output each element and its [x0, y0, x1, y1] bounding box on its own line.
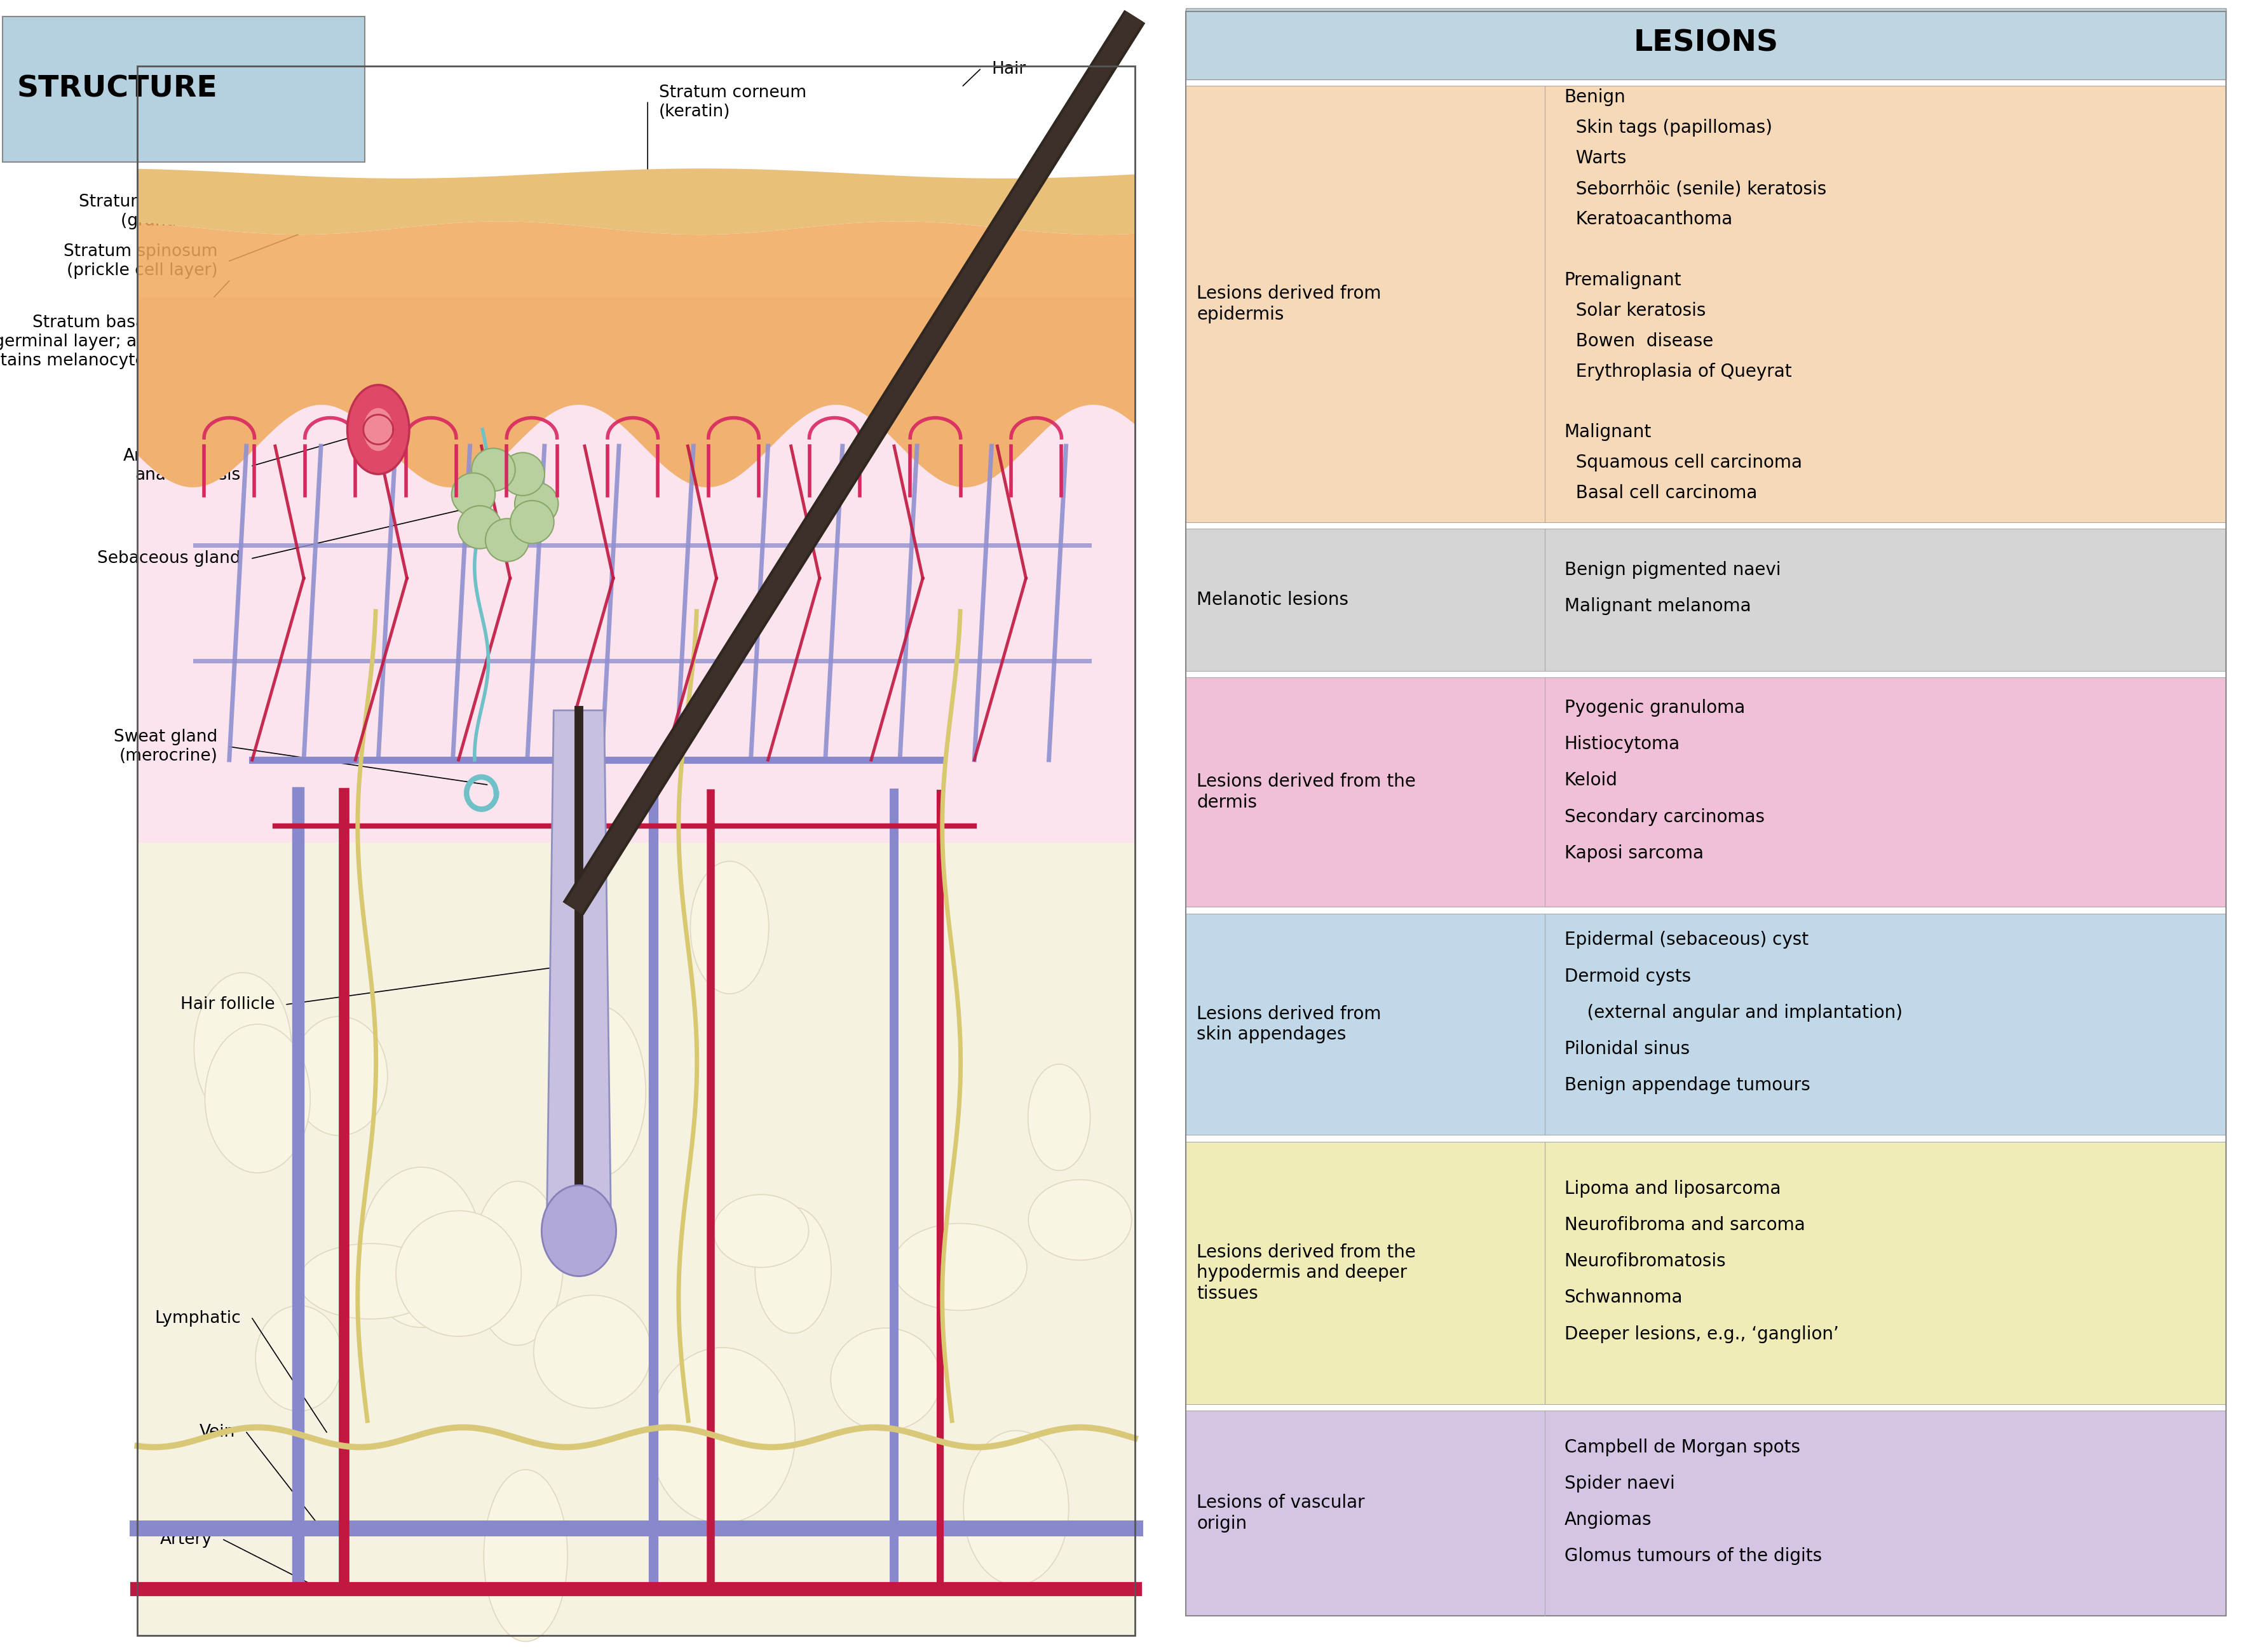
Text: Pyogenic granuloma: Pyogenic granuloma [1564, 699, 1744, 717]
Text: Stratum spinosum
(prickle cell layer): Stratum spinosum (prickle cell layer) [63, 243, 218, 279]
Text: Arteriovenous
anastomosis: Arteriovenous anastomosis [124, 448, 240, 484]
Ellipse shape [501, 453, 544, 496]
Text: Schwannoma: Schwannoma [1564, 1289, 1683, 1307]
Text: Vein: Vein [200, 1424, 236, 1441]
Ellipse shape [964, 1431, 1067, 1586]
Ellipse shape [362, 1168, 481, 1328]
Text: Erythroplasia of Queyrat: Erythroplasia of Queyrat [1564, 362, 1791, 380]
Bar [137, 66, 1135, 1635]
Text: Glomus tumours of the digits: Glomus tumours of the digits [1564, 1548, 1820, 1564]
Ellipse shape [483, 1470, 566, 1642]
FancyBboxPatch shape [1186, 86, 2225, 522]
Ellipse shape [892, 1224, 1027, 1310]
FancyBboxPatch shape [1186, 1411, 2225, 1616]
Text: Kaposi sarcoma: Kaposi sarcoma [1564, 844, 1703, 862]
Ellipse shape [515, 482, 557, 525]
Text: Malignant: Malignant [1564, 423, 1652, 441]
Text: Benign: Benign [1564, 89, 1625, 106]
Text: Angiomas: Angiomas [1564, 1512, 1652, 1528]
Text: Benign appendage tumours: Benign appendage tumours [1564, 1077, 1809, 1094]
Ellipse shape [299, 1244, 440, 1318]
Ellipse shape [649, 1348, 795, 1523]
Text: Sebaceous gland: Sebaceous gland [97, 550, 240, 567]
Text: Warts: Warts [1564, 149, 1625, 167]
Text: Epidermal (sebaceous) cyst: Epidermal (sebaceous) cyst [1564, 932, 1809, 948]
Ellipse shape [551, 1006, 645, 1178]
Text: Neurofibromatosis: Neurofibromatosis [1564, 1252, 1726, 1270]
Polygon shape [137, 297, 1135, 487]
Text: Lesions of vascular
origin: Lesions of vascular origin [1195, 1493, 1364, 1533]
Ellipse shape [472, 1181, 564, 1345]
Text: Secondary carcinomas: Secondary carcinomas [1564, 808, 1764, 826]
Ellipse shape [485, 519, 528, 562]
Text: Artery: Artery [160, 1531, 211, 1548]
Text: STRUCTURE: STRUCTURE [18, 74, 218, 104]
Text: Melanotic lesions: Melanotic lesions [1195, 591, 1348, 608]
Text: Bowen  disease: Bowen disease [1564, 332, 1712, 350]
Polygon shape [137, 169, 1135, 235]
Ellipse shape [452, 472, 494, 515]
Text: Stratum corneum
(keratin): Stratum corneum (keratin) [658, 84, 807, 121]
Ellipse shape [1029, 1180, 1130, 1260]
Circle shape [348, 385, 409, 474]
Text: Hair: Hair [991, 61, 1025, 78]
Text: Pilonidal sinus: Pilonidal sinus [1564, 1041, 1690, 1057]
Text: Lesions derived from
epidermis: Lesions derived from epidermis [1195, 284, 1382, 324]
Ellipse shape [510, 501, 553, 544]
Text: Malignant melanoma: Malignant melanoma [1564, 598, 1750, 615]
Ellipse shape [1027, 1064, 1090, 1171]
Text: Spider naevi: Spider naevi [1564, 1475, 1674, 1492]
Text: Lipoma and liposarcoma: Lipoma and liposarcoma [1564, 1180, 1780, 1198]
Text: LESIONS: LESIONS [1634, 28, 1777, 58]
Text: Solar keratosis: Solar keratosis [1564, 302, 1705, 319]
Text: Lesions derived from the
dermis: Lesions derived from the dermis [1195, 773, 1416, 811]
Ellipse shape [831, 1328, 939, 1431]
FancyBboxPatch shape [1186, 1142, 2225, 1404]
Text: Neurofibroma and sarcoma: Neurofibroma and sarcoma [1564, 1216, 1804, 1234]
FancyBboxPatch shape [1186, 914, 2225, 1135]
Text: Histiocytoma: Histiocytoma [1564, 735, 1679, 753]
Ellipse shape [193, 973, 292, 1125]
Ellipse shape [472, 448, 515, 491]
Text: (external angular and implantation): (external angular and implantation) [1564, 1004, 1901, 1021]
Text: Deeper lesions, e.g., ‘ganglion’: Deeper lesions, e.g., ‘ganglion’ [1564, 1325, 1838, 1343]
FancyBboxPatch shape [1186, 8, 2225, 79]
Text: Dermoid cysts: Dermoid cysts [1564, 968, 1690, 985]
Text: Squamous cell carcinoma: Squamous cell carcinoma [1564, 454, 1802, 472]
Text: Keloid: Keloid [1564, 771, 1618, 790]
Text: Basal cell carcinoma: Basal cell carcinoma [1564, 484, 1757, 502]
Ellipse shape [292, 1016, 386, 1135]
FancyBboxPatch shape [2, 17, 364, 162]
Text: Seborrhöic (senile) keratosis: Seborrhöic (senile) keratosis [1564, 180, 1827, 198]
Bar [137, 297, 1135, 843]
Ellipse shape [533, 1295, 652, 1408]
Text: Stratum granulosum
(granular layer): Stratum granulosum (granular layer) [79, 193, 252, 230]
Polygon shape [546, 710, 611, 1222]
Ellipse shape [755, 1208, 831, 1333]
Circle shape [364, 408, 393, 451]
Text: Stratum basale
(germinal layer; also
contains melanocytes): Stratum basale (germinal layer; also con… [0, 314, 160, 370]
Text: Lesions derived from
skin appendages: Lesions derived from skin appendages [1195, 1004, 1382, 1044]
Text: Keratoacanthoma: Keratoacanthoma [1564, 210, 1732, 228]
Polygon shape [137, 221, 1135, 487]
Text: Campbell de Morgan spots: Campbell de Morgan spots [1564, 1439, 1800, 1455]
Ellipse shape [204, 1024, 310, 1173]
Text: Hair follicle: Hair follicle [180, 996, 274, 1013]
Text: Benign pigmented naevi: Benign pigmented naevi [1564, 562, 1780, 578]
Ellipse shape [395, 1211, 521, 1336]
Text: Premalignant: Premalignant [1564, 271, 1681, 289]
Bar [137, 760, 1135, 1635]
FancyBboxPatch shape [1186, 677, 2225, 907]
Ellipse shape [256, 1305, 342, 1411]
Text: Skin tags (papillomas): Skin tags (papillomas) [1564, 119, 1771, 137]
Ellipse shape [712, 1194, 809, 1267]
Text: Lymphatic: Lymphatic [155, 1310, 240, 1327]
Text: Sweat gland
(merocrine): Sweat gland (merocrine) [115, 729, 218, 765]
Ellipse shape [458, 506, 501, 548]
Text: Lesions derived from the
hypodermis and deeper
tissues: Lesions derived from the hypodermis and … [1195, 1244, 1416, 1302]
FancyBboxPatch shape [1186, 529, 2225, 671]
Ellipse shape [690, 861, 768, 995]
Ellipse shape [542, 1186, 616, 1275]
